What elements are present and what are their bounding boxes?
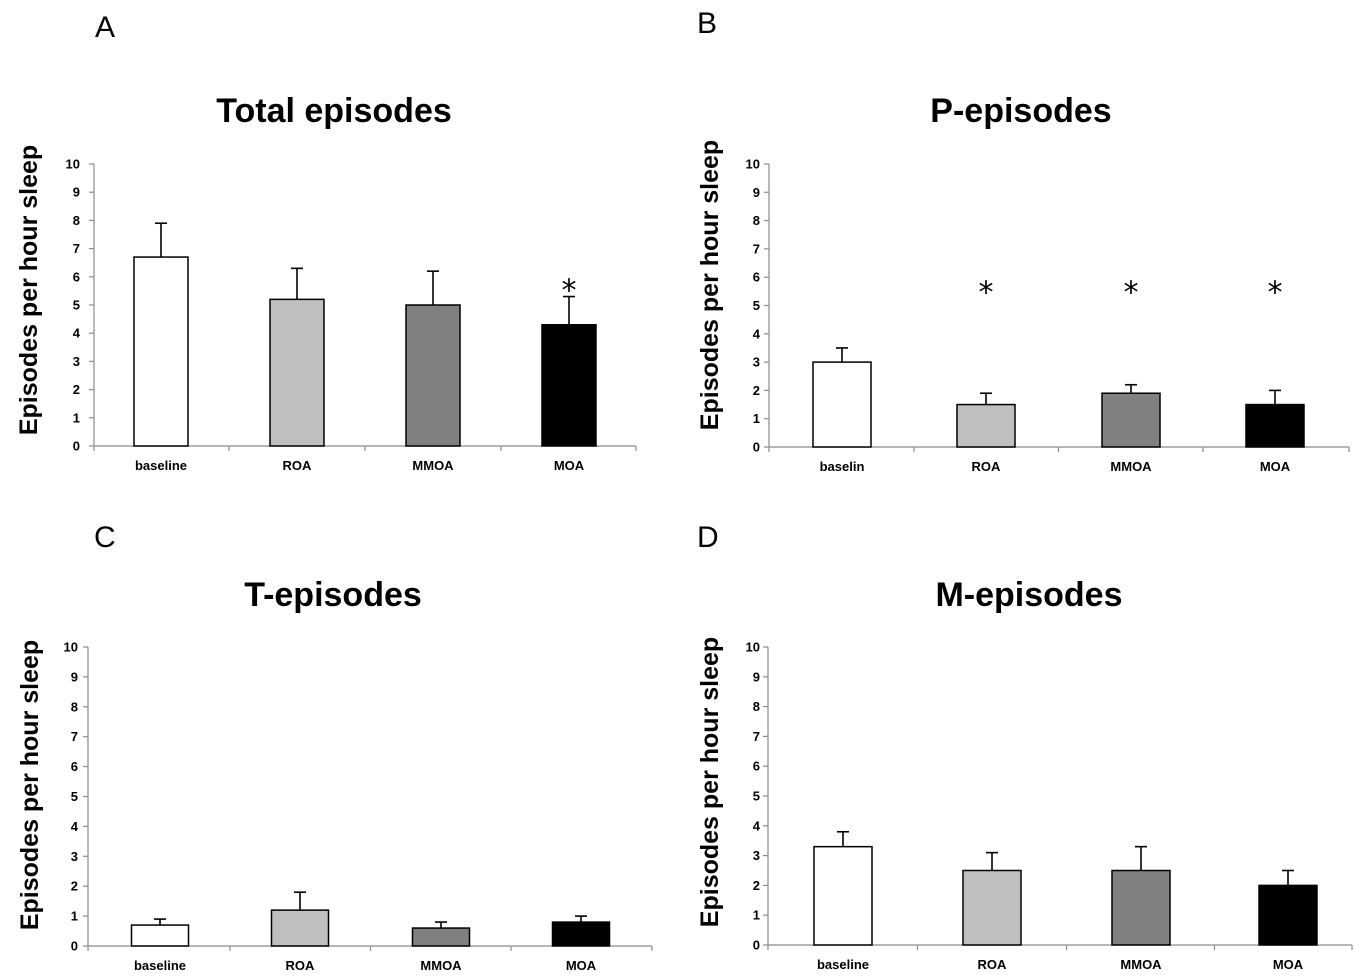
panel-c: C T-episodes Episodes per hour sleep 0 1 2 3 4 5… <box>16 521 653 973</box>
y-tick-label: 2 <box>753 383 760 398</box>
x-tick-label: baseline <box>817 957 869 972</box>
x-tick-label: MOA <box>554 458 585 473</box>
bar-mmoa <box>1111 869 1171 946</box>
x-tick-label: MMOA <box>1110 459 1152 474</box>
y-axis-label: Episodes per hour sleep <box>16 640 44 930</box>
y-tick-label: 1 <box>73 410 80 425</box>
panel-letter: C <box>94 521 116 554</box>
y-tick-label: 8 <box>753 213 760 228</box>
y-tick-label: 6 <box>71 759 78 774</box>
x-tick-label: MOA <box>1273 957 1304 972</box>
panel-a: A Total episodes Episodes per hour sleep 0 1… <box>15 11 637 473</box>
y-tick-label: 8 <box>71 699 78 714</box>
y-tick-label: 0 <box>753 440 760 455</box>
y-tick-label: 6 <box>73 269 80 284</box>
x-tick-label: MOA <box>1260 459 1291 474</box>
y-tick-label: 0 <box>753 938 760 953</box>
y-tick-label: 10 <box>66 157 80 172</box>
bar-moa <box>1258 884 1318 946</box>
y-tick-label: 6 <box>753 759 760 774</box>
y-tick-label: 0 <box>71 939 78 954</box>
x-tick-label: baseline <box>135 458 187 473</box>
y-tick-label: 7 <box>71 729 78 744</box>
bar-roa <box>962 869 1022 946</box>
bar-roa <box>956 403 1016 448</box>
y-tick-label: 3 <box>73 354 80 369</box>
y-tick-label: 7 <box>753 241 760 256</box>
y-tick-label: 8 <box>73 213 80 228</box>
y-tick-label: 3 <box>753 848 760 863</box>
y-tick-label: 4 <box>71 819 79 834</box>
y-axis-label: Episodes per hour sleep <box>15 145 43 435</box>
panel-b: B P-episodes Episodes per hour sleep 0 1 2 3 4 5… <box>696 7 1350 474</box>
y-tick-label: 2 <box>753 878 760 893</box>
significance-asterisk: * <box>1268 276 1283 311</box>
y-tick-label: 9 <box>71 669 78 684</box>
y-tick-label: 5 <box>753 298 760 313</box>
x-tick-label: ROA <box>283 458 313 473</box>
panel-letter: B <box>697 7 717 40</box>
x-tick-label: baseline <box>134 958 186 973</box>
x-tick-label: ROA <box>972 459 1002 474</box>
panel-d: D M-episodes Episodes per hour sleep 0 1 2 3 4 5… <box>696 521 1353 972</box>
y-axis-label: Episodes per hour sleep <box>696 140 724 430</box>
chart-title: M-episodes <box>935 576 1122 614</box>
chart-title: T-episodes <box>244 576 422 614</box>
significance-asterisk: * <box>562 274 577 309</box>
y-tick-label: 10 <box>64 640 78 655</box>
x-tick-label: ROA <box>978 957 1008 972</box>
x-tick-label: MOA <box>566 958 597 973</box>
panel-letter: D <box>697 521 719 554</box>
y-tick-label: 4 <box>753 326 761 341</box>
y-tick-label: 7 <box>753 729 760 744</box>
bar-roa <box>269 298 325 447</box>
y-tick-label: 2 <box>71 879 78 894</box>
significance-asterisk: * <box>1124 276 1139 311</box>
significance-asterisk: * <box>979 276 994 311</box>
y-tick-label: 5 <box>753 789 760 804</box>
y-tick-label: 9 <box>73 185 80 200</box>
x-tick-label: MMOA <box>1120 957 1162 972</box>
chart-title: P-episodes <box>930 92 1111 130</box>
chart-title: Total episodes <box>216 92 452 130</box>
bar-roa <box>270 909 330 947</box>
y-tick-label: 9 <box>753 669 760 684</box>
y-tick-label: 10 <box>746 640 760 655</box>
bar-baseline <box>133 256 189 447</box>
y-tick-label: 6 <box>753 270 760 285</box>
y-tick-label: 2 <box>73 382 80 397</box>
y-tick-label: 1 <box>753 908 760 923</box>
y-tick-label: 9 <box>753 185 760 200</box>
y-tick-label: 5 <box>73 298 80 313</box>
y-tick-label: 3 <box>71 849 78 864</box>
y-tick-label: 1 <box>753 411 760 426</box>
y-tick-label: 1 <box>71 909 78 924</box>
x-tick-label: MMOA <box>412 458 454 473</box>
y-tick-label: 5 <box>71 789 78 804</box>
y-tick-label: 10 <box>746 157 760 172</box>
y-tick-label: 4 <box>73 326 81 341</box>
y-axis-label: Episodes per hour sleep <box>696 637 724 927</box>
panel-letter: A <box>95 11 115 44</box>
y-tick-label: 4 <box>753 818 761 833</box>
x-tick-label: ROA <box>286 958 316 973</box>
bar-baseline <box>813 845 873 946</box>
bar-moa <box>541 323 597 447</box>
y-tick-label: 8 <box>753 699 760 714</box>
bar-mmoa <box>1101 392 1161 448</box>
x-tick-label: baselin <box>820 459 865 474</box>
bar-baseline <box>130 924 190 947</box>
y-tick-label: 3 <box>753 355 760 370</box>
x-tick-label: MMOA <box>420 958 462 973</box>
bar-baselin <box>812 361 872 448</box>
y-tick-label: 7 <box>73 241 80 256</box>
bar-moa <box>1245 403 1305 448</box>
bar-mmoa <box>411 927 471 947</box>
bar-moa <box>551 921 611 947</box>
y-tick-label: 0 <box>73 439 80 454</box>
bar-mmoa <box>405 304 461 447</box>
